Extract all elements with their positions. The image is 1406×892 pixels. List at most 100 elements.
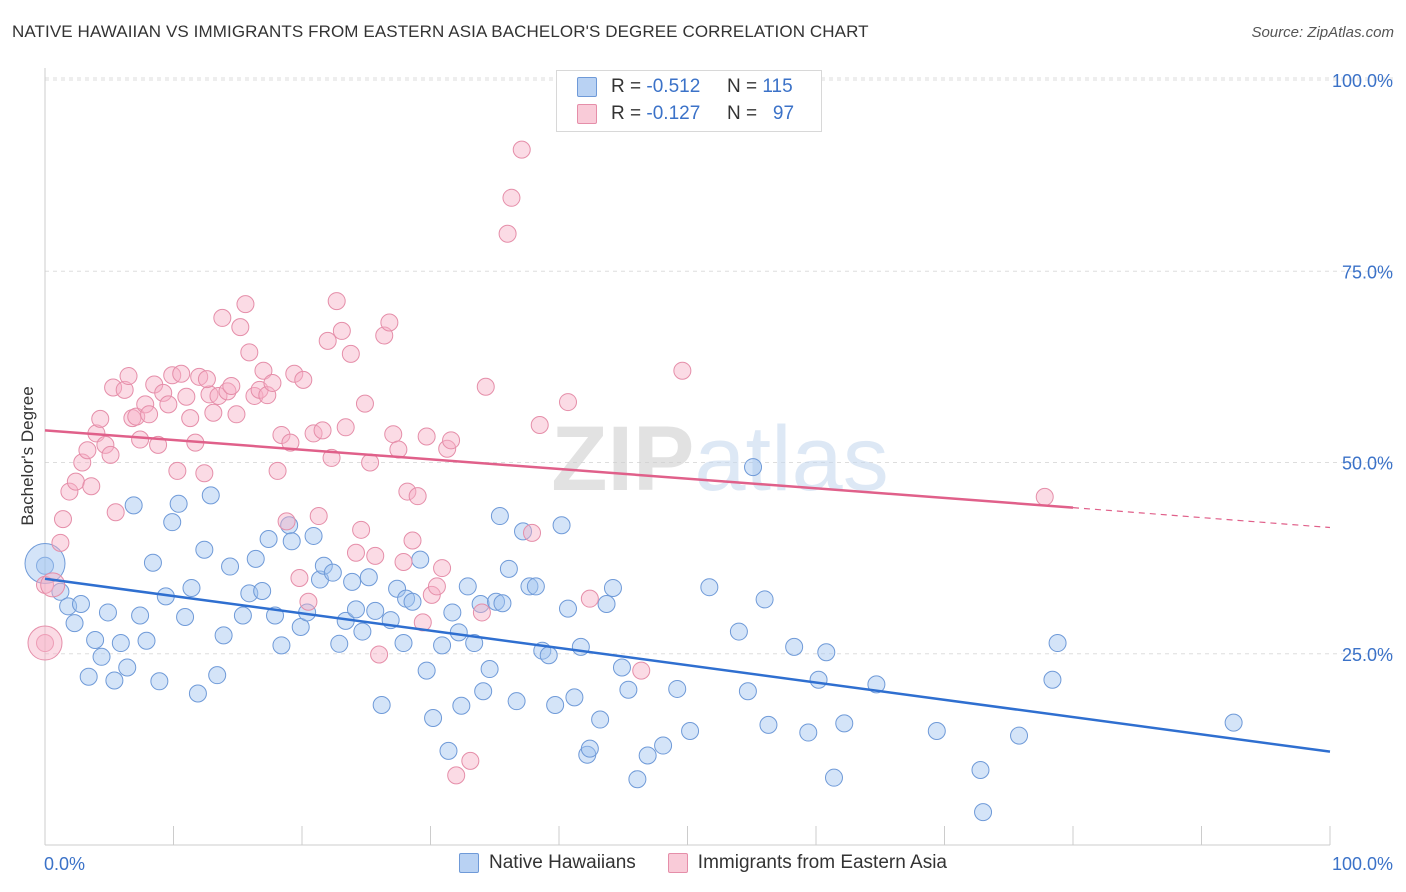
data-point: [480, 660, 499, 679]
data-point: [403, 592, 422, 611]
data-point: [654, 736, 673, 755]
data-point: [1043, 670, 1062, 689]
data-point: [759, 715, 778, 734]
legend-n-label: N =: [726, 103, 758, 124]
legend-swatch-blue: [577, 77, 597, 97]
data-point: [177, 387, 196, 406]
data-point: [188, 684, 207, 703]
legend-item-eastern-asia[interactable]: Immigrants from Eastern Asia: [667, 852, 947, 874]
legend-r-value: -0.127: [646, 103, 701, 124]
data-point: [353, 622, 372, 641]
legend-n-label: N =: [726, 76, 758, 97]
data-point: [208, 666, 227, 685]
data-point: [552, 516, 571, 535]
data-point: [136, 395, 155, 414]
data-point: [817, 643, 836, 662]
data-point: [487, 592, 506, 611]
data-point: [233, 606, 252, 625]
data-point: [222, 377, 241, 395]
x-tick-label: 100.0%: [1332, 854, 1393, 874]
data-point: [417, 427, 436, 446]
correlation-legend: R = -0.512 N = 115 R = -0.127 N = 97: [556, 70, 822, 132]
data-point: [359, 568, 378, 587]
data-point: [313, 421, 332, 440]
grid-lines: [45, 77, 1395, 655]
data-point: [520, 577, 539, 596]
y-tick-label: 25.0%: [1342, 645, 1393, 665]
data-point: [799, 723, 818, 742]
legend-swatch-blue: [459, 853, 479, 873]
data-point: [380, 313, 399, 332]
data-point: [168, 461, 187, 480]
data-point: [603, 578, 622, 597]
data-point: [403, 531, 422, 550]
data-point: [597, 595, 616, 614]
data-point: [318, 331, 337, 350]
data-point: [580, 589, 599, 608]
data-point: [673, 361, 692, 380]
data-point: [327, 292, 346, 311]
data-point: [259, 530, 278, 548]
data-point: [140, 405, 159, 424]
legend-r-label: R =: [611, 76, 642, 97]
trend-line-eastern-asia: [44, 429, 1074, 509]
data-point: [272, 425, 291, 444]
data-point: [514, 522, 533, 541]
trend-lines: [44, 429, 1331, 753]
data-point: [182, 578, 201, 597]
chart-title: NATIVE HAWAIIAN VS IMMIGRANTS FROM EASTE…: [12, 22, 869, 41]
data-point: [433, 636, 452, 655]
data-point-large: [40, 572, 66, 598]
data-point: [221, 557, 240, 576]
watermark: ZIPatlas: [551, 408, 888, 510]
data-point: [82, 477, 101, 496]
data-point: [96, 435, 115, 454]
data-point: [413, 613, 432, 632]
data-point: [246, 549, 265, 568]
source-label: Source: ZipAtlas.com: [1251, 24, 1394, 41]
data-point: [209, 386, 228, 405]
data-point: [681, 722, 700, 741]
data-point: [408, 487, 427, 506]
legend-r-label: R =: [611, 103, 642, 124]
data-point: [253, 582, 272, 601]
data-point: [101, 445, 120, 464]
data-point: [137, 631, 156, 650]
data-point: [867, 675, 886, 694]
points-native-hawaiians: [24, 458, 1243, 822]
data-point: [493, 594, 512, 613]
legend-item-native-hawaiians[interactable]: Native Hawaiians: [459, 852, 636, 874]
data-point: [111, 634, 130, 653]
data-point: [231, 318, 250, 337]
data-point: [299, 592, 318, 611]
data-point: [738, 682, 757, 701]
data-point: [176, 608, 195, 627]
legend-row-native-hawaiians: R = -0.512 N = 115: [577, 75, 793, 99]
data-point: [98, 603, 117, 622]
data-point: [60, 482, 79, 501]
data-point: [281, 433, 300, 452]
data-point: [619, 680, 638, 699]
data-point: [236, 295, 255, 314]
legend-label: Native Hawaiians: [489, 852, 636, 873]
data-point: [104, 378, 123, 397]
data-point: [472, 603, 491, 622]
data-point: [131, 606, 150, 625]
data-point: [86, 630, 105, 649]
data-point: [526, 577, 545, 596]
data-point: [384, 425, 403, 444]
data-point: [172, 364, 191, 383]
y-tick-label: 100.0%: [1332, 71, 1393, 91]
data-point: [115, 380, 134, 399]
data-point: [461, 751, 480, 770]
data-point: [523, 523, 542, 542]
data-point: [394, 552, 413, 571]
data-point: [268, 461, 287, 480]
data-point: [411, 550, 430, 569]
data-point: [124, 496, 143, 515]
legend-n-value: 97: [772, 103, 795, 124]
data-point: [452, 696, 471, 715]
data-point: [323, 563, 342, 582]
trend-line-native-hawaiians: [44, 577, 1331, 753]
